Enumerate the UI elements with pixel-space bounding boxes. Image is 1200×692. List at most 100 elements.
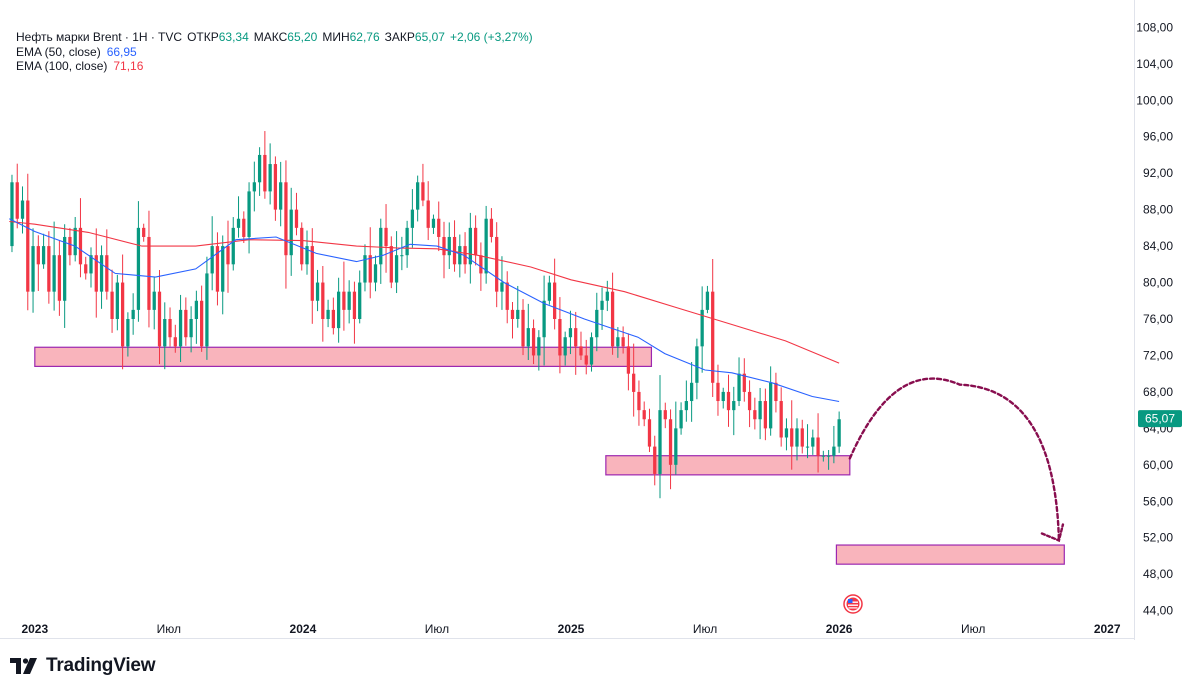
candle[interactable]: [347, 280, 351, 324]
candle[interactable]: [547, 275, 552, 305]
candle[interactable]: [689, 361, 694, 422]
candle[interactable]: [84, 256, 88, 280]
candle[interactable]: [674, 401, 678, 475]
candle[interactable]: [742, 358, 746, 402]
candle[interactable]: [653, 435, 657, 486]
candle[interactable]: [795, 418, 799, 461]
candle[interactable]: [668, 409, 673, 490]
ema100-row[interactable]: EMA (100, close) 71,16: [16, 59, 533, 74]
candle[interactable]: [574, 311, 578, 375]
candle[interactable]: [700, 286, 704, 373]
candle[interactable]: [737, 357, 741, 407]
candle[interactable]: [821, 450, 825, 462]
candle[interactable]: [331, 297, 335, 335]
candle[interactable]: [305, 230, 309, 275]
candle[interactable]: [379, 218, 383, 284]
candle[interactable]: [89, 247, 93, 288]
candle[interactable]: [584, 339, 588, 375]
candle[interactable]: [542, 275, 546, 366]
candle[interactable]: [236, 196, 241, 238]
candle[interactable]: [400, 236, 404, 271]
candle[interactable]: [437, 201, 441, 252]
candle[interactable]: [679, 402, 683, 435]
candle[interactable]: [589, 332, 594, 372]
candle[interactable]: [484, 205, 488, 284]
candle[interactable]: [273, 156, 278, 221]
candle[interactable]: [405, 220, 409, 268]
candle[interactable]: [226, 220, 230, 293]
tradingview-footer[interactable]: TradingView: [10, 654, 156, 678]
candle[interactable]: [458, 234, 462, 278]
candle[interactable]: [78, 198, 83, 278]
candle[interactable]: [716, 364, 720, 416]
candle[interactable]: [352, 281, 357, 344]
support-zone[interactable]: [835, 544, 1065, 565]
candle[interactable]: [758, 387, 762, 440]
candle[interactable]: [658, 375, 662, 499]
candle[interactable]: [210, 216, 214, 291]
candle[interactable]: [99, 245, 104, 309]
candle[interactable]: [426, 181, 430, 241]
candle[interactable]: [373, 255, 378, 292]
candle[interactable]: [473, 215, 478, 266]
candle[interactable]: [811, 429, 815, 455]
candle[interactable]: [452, 220, 457, 272]
candle[interactable]: [595, 292, 599, 352]
candle[interactable]: [621, 326, 625, 354]
candle[interactable]: [342, 261, 346, 331]
candle[interactable]: [784, 418, 789, 451]
candle[interactable]: [194, 290, 199, 344]
candle[interactable]: [774, 372, 778, 413]
candle[interactable]: [726, 374, 731, 427]
candle[interactable]: [189, 306, 193, 353]
candle[interactable]: [284, 160, 288, 289]
candle[interactable]: [10, 174, 14, 253]
candle[interactable]: [747, 380, 752, 428]
candle[interactable]: [215, 232, 220, 306]
candle[interactable]: [394, 231, 399, 294]
candle[interactable]: [663, 402, 667, 429]
candle[interactable]: [289, 187, 293, 276]
candle[interactable]: [294, 192, 299, 236]
candle[interactable]: [368, 227, 372, 299]
candle[interactable]: [410, 189, 415, 248]
candle[interactable]: [252, 161, 256, 212]
candle[interactable]: [326, 299, 330, 328]
candle[interactable]: [15, 163, 19, 229]
candle[interactable]: [495, 222, 499, 308]
ema50-row[interactable]: EMA (50, close) 66,95: [16, 45, 533, 60]
candle[interactable]: [605, 280, 609, 312]
candle[interactable]: [163, 302, 167, 370]
candle[interactable]: [489, 208, 494, 243]
candle[interactable]: [616, 327, 620, 358]
candle[interactable]: [315, 269, 320, 312]
candle[interactable]: [321, 265, 325, 342]
candle[interactable]: [31, 228, 35, 313]
candle[interactable]: [447, 222, 451, 269]
us-flag-event-icon[interactable]: [843, 594, 863, 614]
candle[interactable]: [642, 401, 646, 427]
candle[interactable]: [416, 175, 420, 222]
candle[interactable]: [47, 231, 51, 304]
candle[interactable]: [805, 424, 810, 459]
candle[interactable]: [800, 419, 804, 454]
candle[interactable]: [721, 387, 725, 409]
candle[interactable]: [600, 287, 604, 330]
candle[interactable]: [537, 330, 541, 371]
ema50-line[interactable]: [9, 218, 840, 403]
candle[interactable]: [336, 277, 341, 343]
candle[interactable]: [205, 256, 209, 360]
candle[interactable]: [363, 244, 367, 292]
candle[interactable]: [36, 235, 40, 291]
symbol-name[interactable]: Нефть марки Brent · 1H · TVC: [16, 30, 183, 44]
candle[interactable]: [310, 228, 314, 324]
candle[interactable]: [110, 269, 114, 333]
candle[interactable]: [184, 297, 188, 346]
ema100-line[interactable]: [9, 220, 840, 364]
candle[interactable]: [510, 301, 515, 339]
candle[interactable]: [711, 259, 715, 398]
candle[interactable]: [531, 319, 536, 365]
candle[interactable]: [358, 270, 362, 324]
candle[interactable]: [26, 173, 30, 311]
